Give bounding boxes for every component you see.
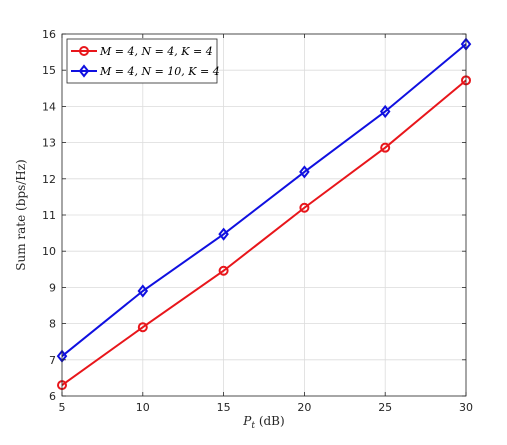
- x-axis-label-sub: t: [251, 421, 255, 431]
- y-tick-label: 6: [49, 390, 56, 403]
- series-1-point: [137, 322, 148, 333]
- x-tick-label: 10: [136, 401, 150, 414]
- legend-box: [66, 38, 218, 84]
- y-tick-label: 15: [42, 64, 56, 77]
- x-axis-label-unit: (dB): [255, 414, 285, 428]
- series-1-point: [380, 142, 391, 153]
- y-tick-label: 8: [49, 318, 56, 331]
- y-tick-label: 11: [42, 209, 56, 222]
- x-tick-label: 5: [59, 401, 66, 414]
- grid-lines: [61, 33, 467, 397]
- axis-ticks: 5 10 15 20 25 30 6 7 8 9 10 11 12 13 14 15 16: [42, 28, 473, 414]
- x-tick-label: 30: [459, 401, 473, 414]
- series-2-point: [379, 104, 391, 119]
- legend-marker-series-2: [78, 64, 90, 78]
- legend-label-series-1: M = 4, N = 4, K = 4: [99, 45, 213, 58]
- legend-marker-series-1: [79, 46, 89, 56]
- y-tick-label: 16: [42, 28, 56, 41]
- series-2-point: [218, 227, 229, 241]
- series-2-point: [299, 165, 310, 179]
- x-axis-label: Pt (dB): [242, 414, 284, 431]
- x-tick-label: 25: [378, 401, 392, 414]
- series-1-point: [218, 265, 229, 276]
- legend-label-series-2: M = 4, N = 10, K = 4: [99, 65, 220, 78]
- y-tick-label: 14: [42, 100, 56, 113]
- legend: M = 4, N = 4, K = 4 M = 4, N = 10, K = 4: [66, 38, 220, 84]
- series-2-point: [137, 284, 149, 298]
- series-2-line: [61, 43, 467, 357]
- y-tick-label: 9: [49, 281, 56, 294]
- x-axis-label-main: P: [242, 414, 252, 428]
- y-tick-label: 12: [42, 173, 56, 186]
- y-tick-label: 7: [49, 354, 56, 367]
- x-tick-label: 20: [297, 401, 311, 414]
- x-tick-label: 15: [217, 401, 231, 414]
- series-1-line: [61, 79, 467, 386]
- y-tick-label: 13: [42, 137, 56, 150]
- y-axis-label: Sum rate (bps/Hz): [14, 159, 28, 271]
- series-1-point: [299, 202, 310, 213]
- y-tick-label: 10: [42, 245, 56, 258]
